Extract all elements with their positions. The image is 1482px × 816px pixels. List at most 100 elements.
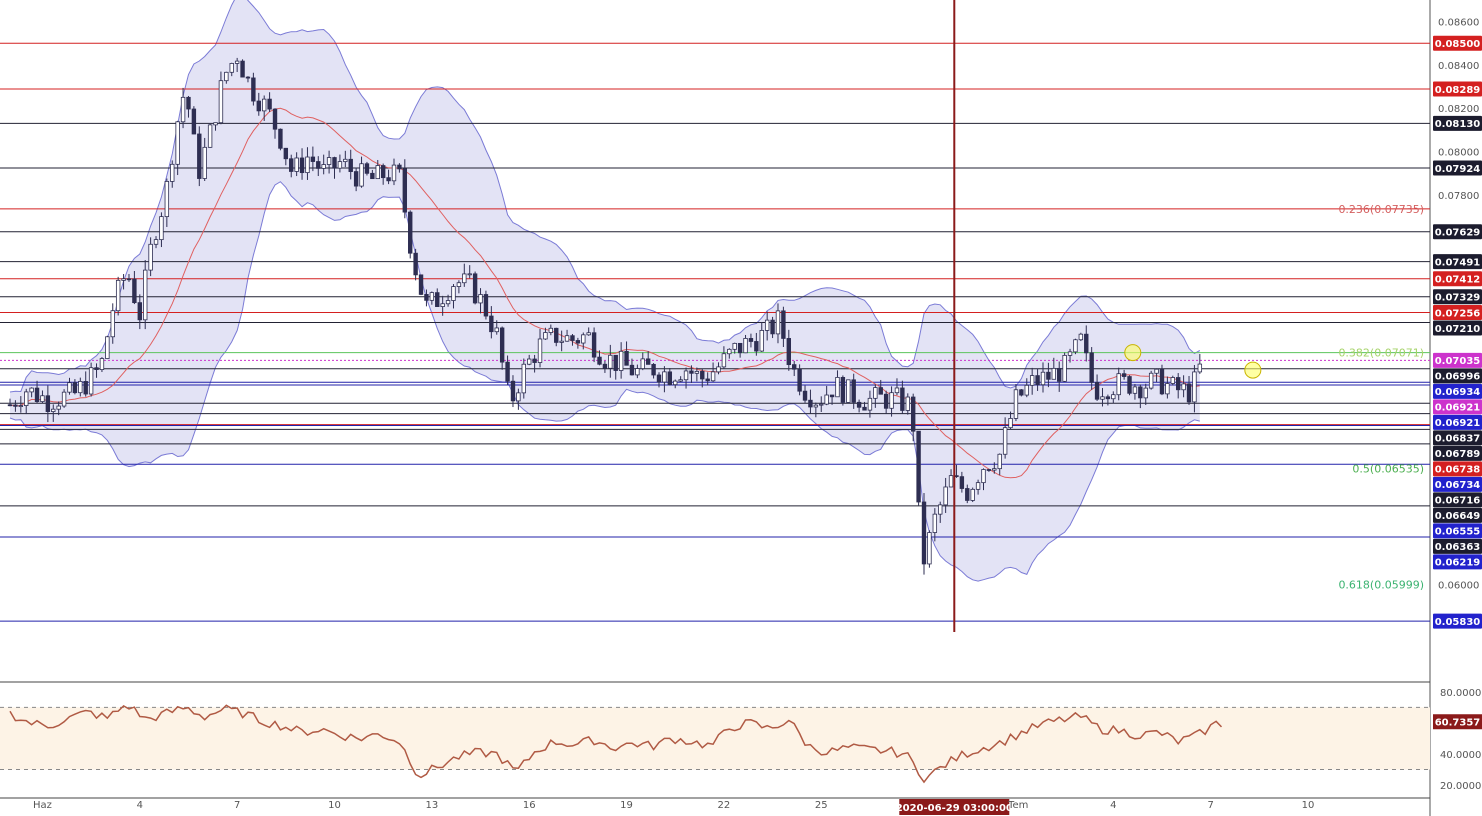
highlight-marker bbox=[1124, 344, 1142, 362]
candle bbox=[462, 273, 467, 284]
candle bbox=[905, 396, 910, 411]
candle bbox=[694, 371, 700, 374]
candle bbox=[840, 377, 846, 403]
candle bbox=[992, 468, 997, 471]
price-label-text: 0.06934 bbox=[1435, 387, 1481, 398]
candle bbox=[997, 453, 1002, 470]
price-tick-label: 0.08600 bbox=[1438, 18, 1479, 29]
candle bbox=[927, 532, 932, 565]
candle bbox=[267, 98, 272, 110]
bollinger-upper-line bbox=[9, 0, 1201, 393]
price-tick-label: 0.07800 bbox=[1438, 191, 1479, 202]
candle bbox=[472, 273, 478, 304]
candle bbox=[1100, 396, 1105, 400]
cursor-date-label: 2020-06-29 03:00:00 bbox=[896, 803, 1013, 814]
cursor-date-box bbox=[899, 799, 1010, 815]
date-tick-label: 4 bbox=[137, 800, 143, 811]
bollinger-lower-line bbox=[9, 181, 1200, 582]
candle bbox=[13, 404, 18, 407]
candle bbox=[618, 350, 624, 371]
candle bbox=[613, 354, 618, 371]
candle bbox=[7, 404, 13, 407]
candle bbox=[700, 371, 705, 380]
candle bbox=[867, 397, 873, 411]
candle bbox=[494, 327, 499, 333]
candle bbox=[586, 332, 591, 336]
price-label-text: 0.06921 bbox=[1435, 403, 1481, 414]
candle bbox=[429, 292, 435, 301]
candle bbox=[1008, 418, 1013, 429]
candle bbox=[943, 486, 948, 506]
rsi-current-label: 60.7357 bbox=[1435, 718, 1481, 729]
candle bbox=[251, 77, 256, 102]
candle bbox=[1019, 389, 1024, 396]
candle bbox=[256, 100, 261, 112]
candle bbox=[170, 163, 175, 182]
price-label-box bbox=[1433, 115, 1482, 131]
candle bbox=[770, 319, 775, 335]
date-tick-label: 4 bbox=[1110, 800, 1116, 811]
price-tick-label: 0.06000 bbox=[1438, 580, 1479, 591]
candle bbox=[386, 177, 391, 182]
candle bbox=[418, 274, 424, 295]
candle bbox=[24, 391, 29, 406]
candle bbox=[380, 165, 386, 179]
candle bbox=[299, 157, 305, 174]
candle bbox=[370, 172, 375, 180]
date-tick-label: 13 bbox=[425, 800, 438, 811]
candle bbox=[527, 358, 532, 365]
candle bbox=[29, 387, 34, 393]
candle bbox=[153, 239, 159, 245]
candle bbox=[629, 364, 635, 376]
fib-label: 0.382(0.07071) bbox=[1338, 347, 1424, 360]
price-label-text: 0.07924 bbox=[1435, 164, 1481, 175]
price-label-box bbox=[1433, 160, 1482, 176]
candle bbox=[278, 128, 283, 149]
candle bbox=[137, 302, 142, 321]
candle bbox=[197, 133, 202, 179]
price-label-box bbox=[1433, 523, 1482, 539]
candle bbox=[873, 387, 878, 399]
candle bbox=[1046, 371, 1051, 380]
candle bbox=[889, 392, 894, 409]
candle bbox=[986, 469, 992, 471]
price-label-box bbox=[1433, 445, 1482, 461]
candle bbox=[1116, 373, 1121, 396]
price-label-text: 0.07256 bbox=[1435, 308, 1481, 319]
candle bbox=[316, 161, 321, 169]
candle bbox=[792, 364, 797, 370]
candle bbox=[510, 380, 516, 402]
candle bbox=[18, 405, 24, 407]
candle bbox=[1186, 383, 1192, 403]
candle bbox=[559, 340, 564, 343]
candle bbox=[83, 381, 88, 395]
candle bbox=[229, 63, 234, 73]
candle bbox=[321, 164, 326, 169]
price-label-box bbox=[1433, 507, 1482, 523]
candle bbox=[705, 378, 710, 382]
candle bbox=[207, 124, 213, 148]
candle bbox=[78, 381, 83, 394]
price-label-box bbox=[1433, 289, 1482, 305]
price-label-text: 0.08289 bbox=[1435, 85, 1481, 96]
candle bbox=[743, 338, 748, 354]
candle bbox=[624, 350, 629, 366]
price-label-text: 0.06789 bbox=[1435, 449, 1481, 460]
candle bbox=[1111, 394, 1116, 400]
candle bbox=[1040, 371, 1046, 386]
candle bbox=[51, 408, 56, 412]
candle bbox=[689, 370, 694, 374]
candle bbox=[272, 108, 278, 130]
candle bbox=[916, 430, 921, 503]
price-label-box bbox=[1433, 352, 1482, 368]
candle bbox=[835, 377, 840, 398]
price-label-text: 0.06555 bbox=[1435, 527, 1481, 538]
price-label-box bbox=[1433, 35, 1482, 51]
candle bbox=[764, 319, 770, 331]
candle bbox=[234, 60, 240, 64]
candle bbox=[1073, 339, 1078, 353]
candle bbox=[456, 282, 462, 287]
date-tick-label: 25 bbox=[815, 800, 828, 811]
candle bbox=[651, 363, 656, 376]
